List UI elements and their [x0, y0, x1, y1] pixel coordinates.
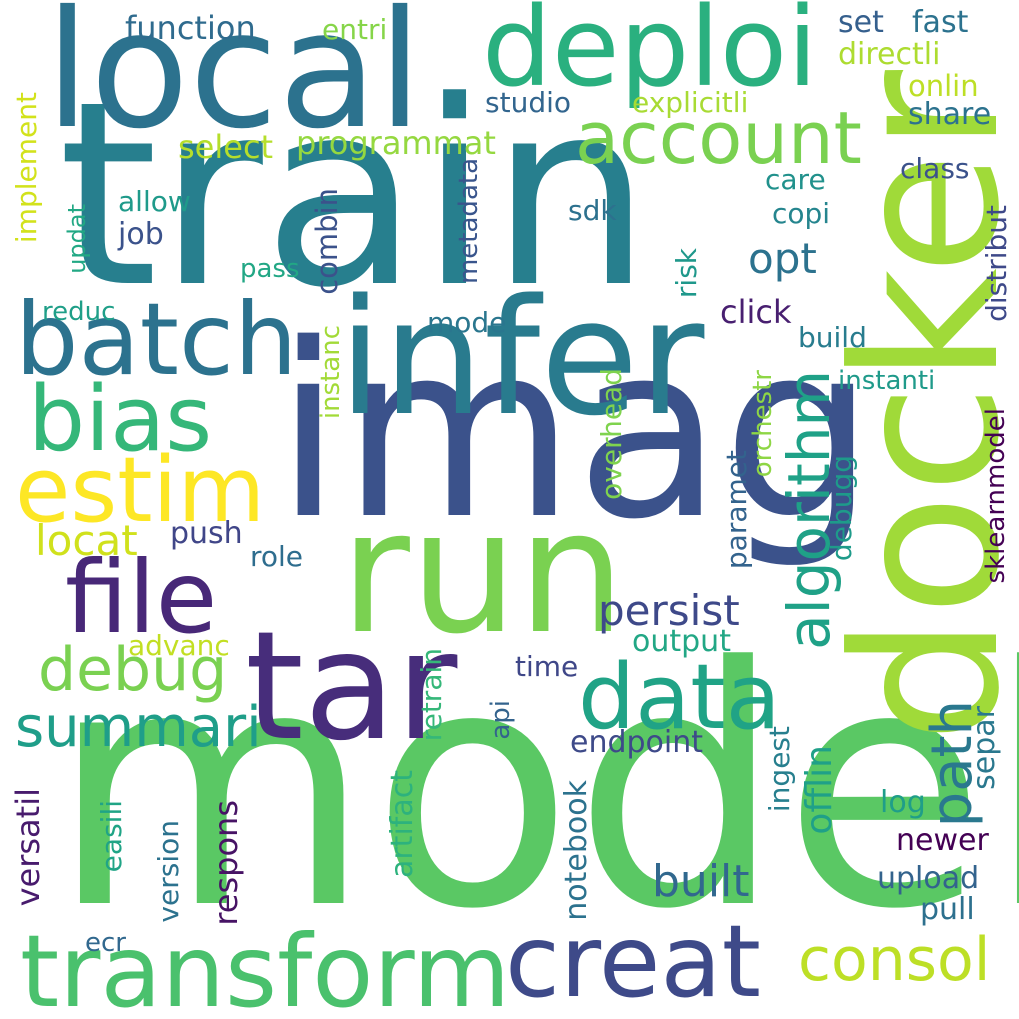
word-opt: opt — [748, 234, 817, 283]
word-entri: entri — [322, 13, 388, 46]
word-endpoint: endpoint — [570, 725, 704, 760]
word-risk: risk — [670, 248, 703, 299]
word-versatil: versatil — [9, 788, 47, 907]
word-sklearnmodel: sklearnmodel — [981, 408, 1011, 584]
word-file: file — [65, 539, 218, 656]
word-orchestr: orchestr — [748, 370, 778, 478]
word-instanc: instanc — [316, 325, 346, 420]
word-data: data — [578, 645, 781, 750]
word-role: role — [250, 540, 304, 573]
word-persist: persist — [598, 586, 740, 635]
word-version: version — [152, 820, 185, 923]
word-batch: batch — [15, 281, 298, 398]
word-distribut: distribut — [980, 205, 1013, 322]
word-studio: studio — [485, 86, 571, 119]
word-account: account — [575, 96, 862, 180]
word-pass: pass — [240, 254, 300, 284]
word-model: model — [50, 597, 1019, 981]
word-metadata: metadata — [454, 158, 484, 285]
word-ecr: ecr — [85, 928, 126, 958]
word-infer: infer — [338, 264, 705, 451]
word-offlin: offlin — [799, 745, 840, 835]
word-mode: mode — [427, 306, 507, 339]
word-care: care — [765, 163, 826, 196]
word-run: run — [340, 474, 626, 672]
word-push: push — [170, 516, 243, 551]
word-log: log — [880, 785, 926, 820]
word-build: build — [798, 321, 867, 354]
word-copi: copi — [772, 197, 831, 230]
word-set: set — [838, 5, 884, 40]
word-time: time — [515, 650, 579, 683]
word-debug: debug — [38, 635, 228, 705]
word-reduc: reduc — [42, 297, 116, 327]
word-paramet: paramet — [720, 450, 753, 570]
word-sdk: sdk — [568, 194, 617, 227]
word-built: built — [652, 856, 750, 907]
word-upload: upload — [877, 861, 980, 896]
word-click: click — [720, 293, 792, 331]
word-train: train — [58, 47, 652, 344]
word-pull: pull — [920, 892, 975, 927]
word-onlin: onlin — [908, 69, 979, 103]
word-locat: locat — [35, 516, 138, 565]
word-implement: implement — [10, 92, 43, 244]
word-api: api — [486, 700, 516, 740]
word-debugg: debugg — [825, 455, 858, 562]
word-allow: allow — [118, 185, 191, 218]
word-programmat: programmat — [296, 124, 496, 162]
word-advanc: advanc — [128, 629, 230, 662]
word-newer: newer — [896, 823, 989, 858]
word-respons: respons — [207, 800, 245, 926]
word-creat: creat — [505, 903, 761, 1019]
word-combin: combin — [310, 188, 344, 295]
word-output: output — [632, 624, 731, 659]
word-job: job — [118, 217, 164, 252]
word-separ: separ — [967, 706, 1002, 790]
word-estim: estim — [15, 438, 266, 543]
word-share: share — [908, 97, 992, 132]
word-consol: consol — [798, 925, 991, 995]
word-explicitli: explicitli — [632, 86, 749, 119]
word-select: select — [178, 128, 274, 166]
word-summari: summari — [15, 695, 262, 760]
word-instanti: instanti — [838, 366, 936, 396]
word-notebook: notebook — [559, 780, 594, 921]
word-class: class — [900, 152, 970, 185]
word-bias: bias — [28, 367, 213, 472]
word-transform: transform — [20, 913, 511, 1019]
word-easili: easili — [95, 800, 128, 873]
word-ingest: ingest — [763, 726, 796, 813]
word-updat: updat — [63, 204, 91, 274]
word-overhead: overhead — [595, 368, 628, 500]
word-deploi: deploi — [482, 0, 818, 111]
word-directli: directli — [838, 37, 941, 72]
word-function: function — [125, 9, 256, 47]
word-imag: imag — [275, 292, 875, 572]
word-tar: tar — [245, 600, 458, 774]
word-fast: fast — [912, 5, 969, 40]
word-retrain: retrain — [415, 648, 448, 742]
word-artifact: artifact — [385, 770, 420, 879]
word-local: local — [45, 0, 423, 165]
